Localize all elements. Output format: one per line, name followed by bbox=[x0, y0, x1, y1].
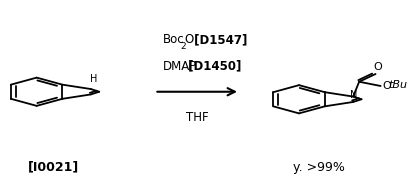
Text: y. >99%: y. >99% bbox=[293, 160, 345, 174]
Text: [D1547]: [D1547] bbox=[190, 33, 248, 46]
Text: [I0021]: [I0021] bbox=[28, 160, 79, 174]
Text: O: O bbox=[382, 81, 391, 91]
Text: 2: 2 bbox=[181, 42, 187, 51]
Text: THF: THF bbox=[186, 111, 208, 124]
Text: H: H bbox=[90, 74, 97, 84]
Text: O: O bbox=[185, 33, 194, 46]
Text: Boc: Boc bbox=[163, 33, 185, 46]
Text: DMAP: DMAP bbox=[163, 60, 198, 73]
Text: N: N bbox=[350, 90, 357, 100]
Text: tBu: tBu bbox=[388, 80, 408, 90]
Text: O: O bbox=[373, 62, 382, 72]
Text: [D1450]: [D1450] bbox=[184, 60, 241, 73]
